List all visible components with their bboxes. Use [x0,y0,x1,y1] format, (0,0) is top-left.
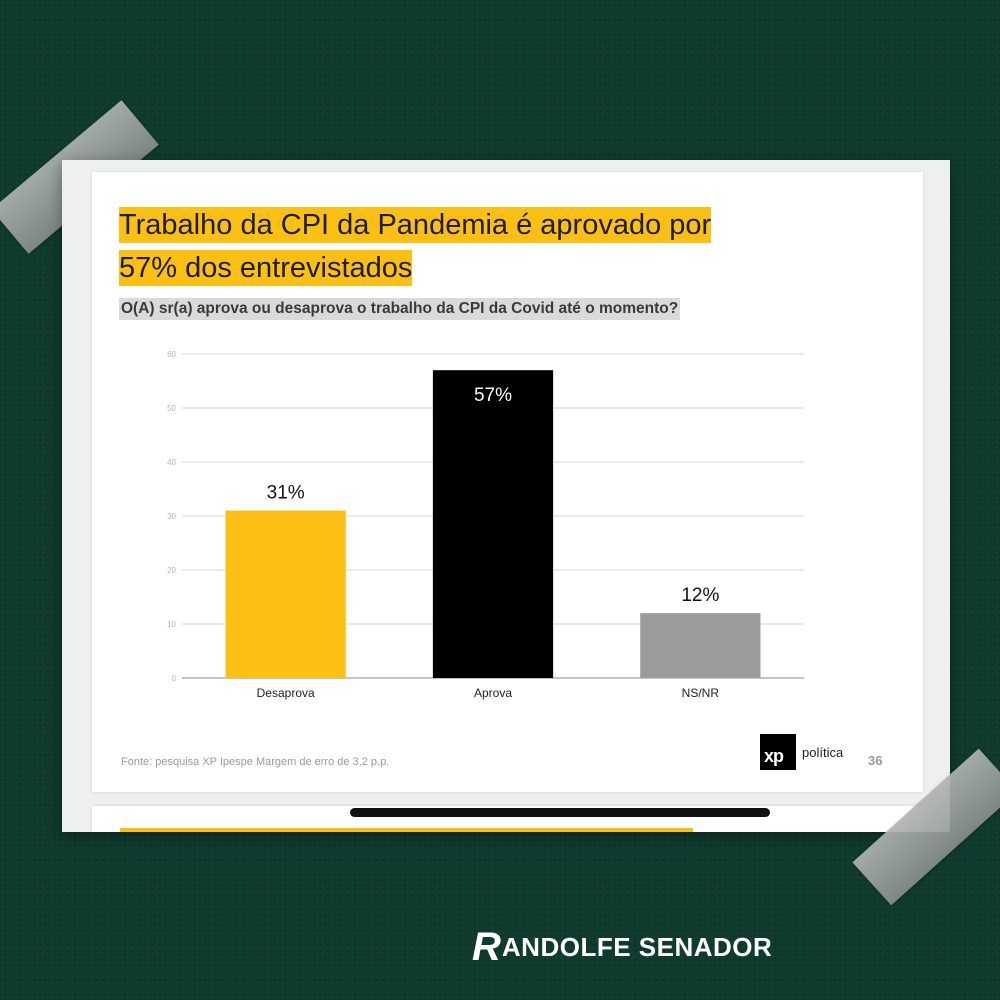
page-number: 36 [868,753,883,768]
x-tick-label: Aprova [474,686,512,700]
data-label: 57% [474,385,512,406]
signature-initial: R [472,925,501,969]
y-tick-label: 50 [167,404,176,413]
y-tick-label: 40 [167,458,176,467]
scroll-indicator [350,808,770,817]
xp-politica-logo: xp política [760,734,843,770]
y-tick-label: 60 [167,350,176,359]
bar-chart: 0 10 20 30 40 50 60 31% Desaprova 57% Aprova 12% NS… [167,350,804,700]
slide-photo: Trabalho da CPI da Pandemia é aprovado p… [62,160,950,832]
xp-logo-mark: xp [760,734,796,770]
signature-text: ANDOLFE SENADOR [501,931,773,962]
slide-title: Trabalho da CPI da Pandemia é aprovado p… [119,207,712,286]
y-tick-label: 10 [167,620,176,629]
y-tick-label: 0 [172,674,177,683]
y-tick-label: 30 [167,512,176,521]
bar-desaprova [225,510,346,678]
bar-aprova [432,370,554,678]
bar-nsnr [640,613,761,678]
source-note: Fonte: pesquisa XP Ipespe Margem de erro… [121,756,390,768]
x-tick-label: NS/NR [682,686,720,700]
survey-question: O(A) sr(a) aprova ou desaprova o trabalh… [119,298,681,320]
brand-name: política [802,744,844,760]
data-label: 12% [681,585,719,606]
randolfe-senador-logo: R ANDOLFE SENADOR [472,927,772,967]
x-tick-label: Desaprova [257,686,315,700]
y-tick-label: 20 [167,566,176,575]
slide: Trabalho da CPI da Pandemia é aprovado p… [92,172,923,792]
data-label: 31% [267,483,305,504]
next-slide-title-highlight [120,828,693,832]
